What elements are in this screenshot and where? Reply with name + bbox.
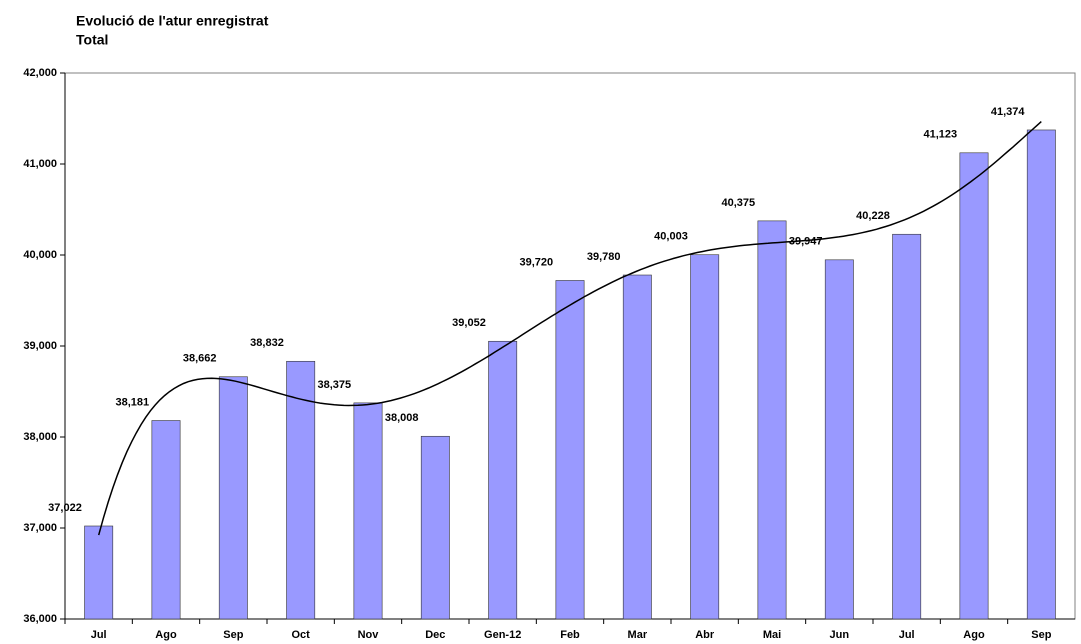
y-tick-label: 40,000 [23, 249, 57, 261]
x-tick-label: Feb [560, 629, 580, 641]
x-tick-label: Nov [358, 629, 380, 641]
x-tick-label: Ago [963, 629, 985, 641]
bar [1026, 129, 1056, 620]
value-label: 40,228 [856, 210, 890, 222]
value-label: 39,720 [520, 256, 554, 268]
x-tick-label: Jun [830, 629, 850, 641]
x-tick-label: Dec [425, 629, 445, 641]
value-label: 38,832 [250, 337, 284, 349]
bar [757, 220, 787, 620]
y-tick-label: 36,000 [23, 613, 57, 625]
y-tick-label: 37,000 [23, 522, 57, 534]
value-label: 37,022 [48, 502, 82, 514]
bar [420, 435, 450, 620]
bar [959, 152, 989, 620]
bar [488, 340, 518, 620]
x-tick-label: Ago [155, 629, 177, 641]
x-tick-label: Oct [291, 629, 310, 641]
y-tick-label: 39,000 [23, 340, 57, 352]
x-tick-label: Mar [628, 629, 648, 641]
value-label: 39,947 [789, 236, 823, 248]
bar [824, 259, 854, 620]
value-label: 40,375 [722, 197, 756, 209]
bar [218, 376, 248, 620]
y-tick-label: 38,000 [23, 431, 57, 443]
value-label: 39,052 [452, 317, 486, 329]
x-tick-label: Sep [1031, 629, 1051, 641]
value-label: 38,375 [318, 379, 352, 391]
x-tick-label: Abr [695, 629, 715, 641]
bar [151, 420, 181, 620]
y-tick-label: 41,000 [23, 158, 57, 170]
chart-title: Evolució de l'atur enregistrat [76, 13, 269, 29]
x-tick-label: Sep [223, 629, 243, 641]
bar [622, 274, 652, 620]
bar [84, 525, 114, 620]
bar [892, 233, 922, 620]
value-label: 40,003 [654, 231, 688, 243]
x-tick-label: Mai [763, 629, 781, 641]
chart-subtitle: Total [76, 32, 108, 48]
trendline [97, 121, 1042, 536]
value-label: 41,374 [991, 106, 1026, 118]
value-label: 38,008 [385, 412, 419, 424]
bar [555, 280, 585, 620]
x-tick-label: Jul [899, 629, 915, 641]
bar [286, 360, 316, 620]
bar [353, 402, 383, 620]
x-tick-label: Gen-12 [484, 629, 521, 641]
value-label: 38,181 [116, 396, 150, 408]
y-tick-label: 42,000 [23, 67, 57, 79]
value-label: 41,123 [924, 129, 958, 141]
bar [690, 254, 720, 620]
value-label: 38,662 [183, 353, 217, 365]
value-label: 39,780 [587, 251, 621, 263]
x-tick-label: Jul [91, 629, 107, 641]
